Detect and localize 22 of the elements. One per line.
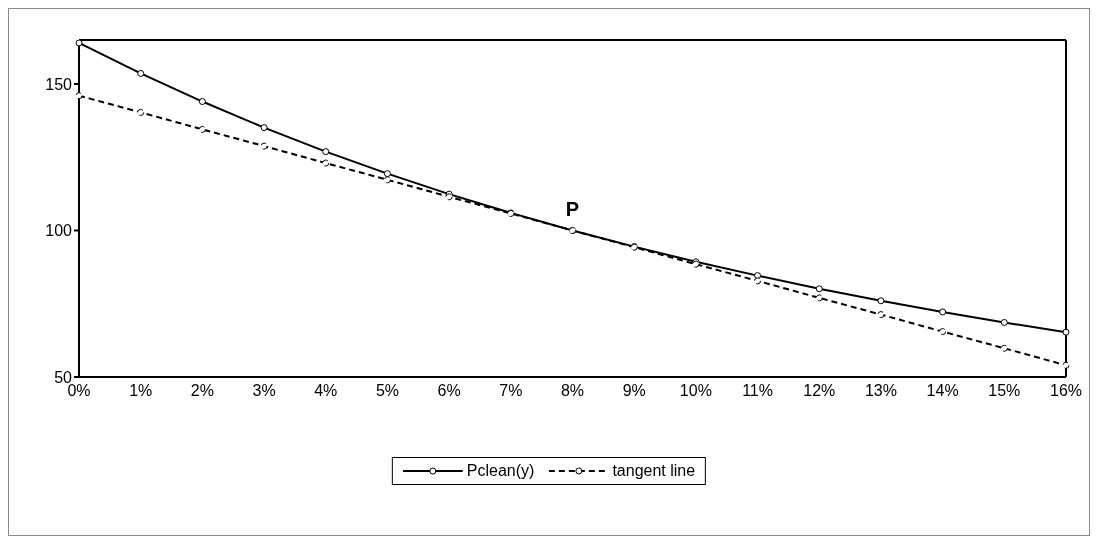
x-tick-label: 9% xyxy=(622,382,646,400)
x-tick-label: 14% xyxy=(926,382,959,400)
x-tick-label: 15% xyxy=(988,382,1021,400)
y-tick-label: 100 xyxy=(45,222,73,240)
x-tick-label: 1% xyxy=(129,382,153,400)
x-tick-label: 13% xyxy=(864,382,897,400)
x-tick-label: 2% xyxy=(190,382,214,400)
annotation: P xyxy=(565,198,580,221)
x-tick-label: 0% xyxy=(67,382,91,400)
x-tick-label: 5% xyxy=(375,382,399,400)
x-tick-label: 4% xyxy=(314,382,338,400)
x-tick-label: 11% xyxy=(742,382,773,400)
x-tick-label: 10% xyxy=(679,382,712,400)
legend-label: Pclean(y) xyxy=(466,462,535,480)
x-tick-label: 16% xyxy=(1049,382,1083,400)
x-tick-label: 3% xyxy=(252,382,276,400)
legend-label: tangent line xyxy=(612,462,696,480)
x-tick-label: 7% xyxy=(499,382,523,400)
x-tick-label: 8% xyxy=(560,382,585,400)
y-tick-label: 150 xyxy=(45,75,73,93)
x-tick-label: 12% xyxy=(803,382,836,400)
x-tick-label: 6% xyxy=(437,382,461,400)
